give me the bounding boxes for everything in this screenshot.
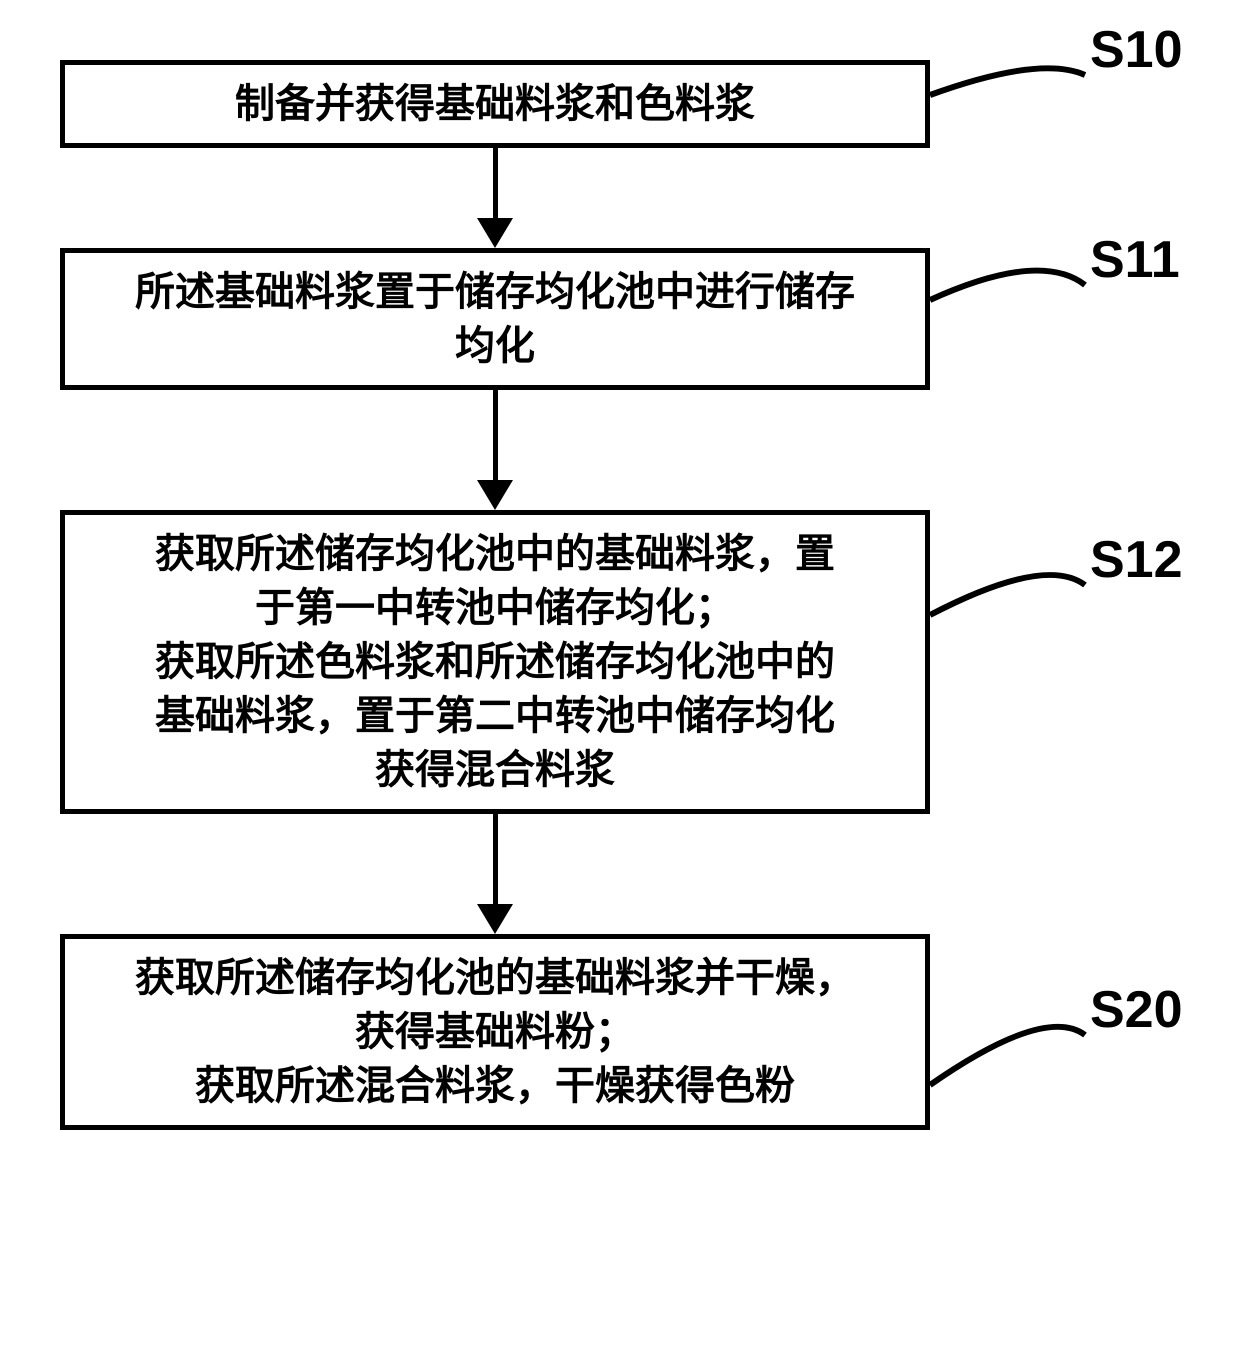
step-label-s11: S11: [1090, 230, 1180, 290]
flow-step-s12-line4: 基础料浆，置于第二中转池中储存均化: [85, 689, 905, 743]
flow-step-s12-line3: 获取所述色料浆和所述储存均化池中的: [85, 635, 905, 689]
flow-step-s20: 获取所述储存均化池的基础料浆并干燥， 获得基础料粉； 获取所述混合料浆，干燥获得…: [60, 934, 930, 1130]
step-label-s20: S20: [1090, 980, 1183, 1040]
flow-step-s12-line1: 获取所述储存均化池中的基础料浆，置: [85, 527, 905, 581]
arrow-s12-s20: [60, 814, 930, 934]
arrow-s10-s11: [60, 148, 930, 248]
flow-step-s11-line1: 所述基础料浆置于储存均化池中进行储存: [85, 265, 905, 319]
flow-step-s20-line3: 获取所述混合料浆，干燥获得色粉: [85, 1059, 905, 1113]
flow-step-s20-line1: 获取所述储存均化池的基础料浆并干燥，: [85, 951, 905, 1005]
flowchart-container: 制备并获得基础料浆和色料浆 所述基础料浆置于储存均化池中进行储存 均化 获取所述…: [60, 60, 960, 1130]
flow-step-s20-line2: 获得基础料粉；: [85, 1005, 905, 1059]
flow-step-s11: 所述基础料浆置于储存均化池中进行储存 均化: [60, 248, 930, 390]
step-label-s12: S12: [1090, 530, 1183, 590]
arrow-s11-s12: [60, 390, 930, 510]
flow-step-s12-line2: 于第一中转池中储存均化；: [85, 581, 905, 635]
flow-step-s11-line2: 均化: [85, 319, 905, 373]
flow-step-s10-text: 制备并获得基础料浆和色料浆: [235, 81, 755, 126]
flow-step-s12: 获取所述储存均化池中的基础料浆，置 于第一中转池中储存均化； 获取所述色料浆和所…: [60, 510, 930, 814]
flow-step-s12-line5: 获得混合料浆: [85, 743, 905, 797]
flow-step-s10: 制备并获得基础料浆和色料浆: [60, 60, 930, 148]
step-label-s10: S10: [1090, 20, 1183, 80]
